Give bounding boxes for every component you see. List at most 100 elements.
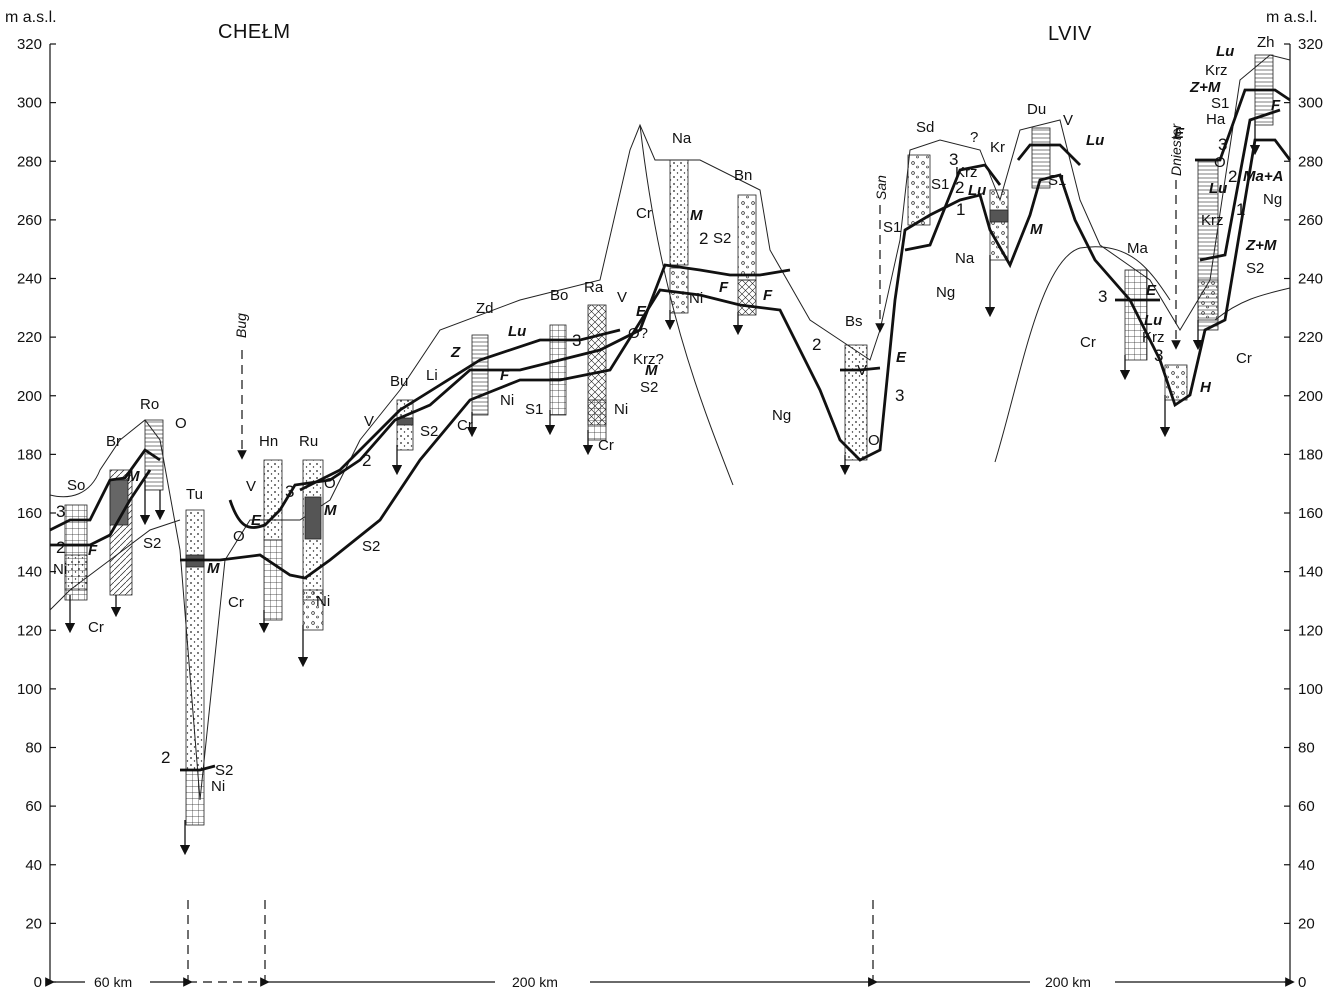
left-tick-label: 100: [17, 681, 42, 698]
site-zh: Zh: [1257, 34, 1275, 51]
unit-v: V: [246, 478, 256, 495]
river-bug: Bug: [233, 313, 249, 338]
unit-s2: S2: [420, 423, 438, 440]
unit-s1: S1: [883, 219, 901, 236]
unit-f: F: [1271, 97, 1281, 114]
right-tick-label: 60: [1298, 798, 1315, 815]
unit-krzq: Krz?: [633, 351, 664, 368]
unit-m: M: [324, 502, 337, 519]
left-tick-label: 240: [17, 271, 42, 288]
left-tick-label: 260: [17, 212, 42, 229]
unit-m: M: [1030, 221, 1043, 238]
site-kr: Kr: [990, 139, 1005, 156]
right-tick-label: 180: [1298, 446, 1323, 463]
distance-label-200km-a: 200 km: [512, 974, 558, 990]
level-3: 3: [572, 331, 581, 350]
unit-s2: S2: [143, 535, 161, 552]
left-tick-label: 280: [17, 153, 42, 170]
bold-boundaries: [49, 88, 1292, 772]
unit-ni: Ni: [500, 392, 514, 409]
unit-question: ?: [970, 129, 978, 146]
right-tick-label: 80: [1298, 740, 1315, 757]
unit-zm: Z+M: [1189, 79, 1221, 96]
unit-krz: Krz: [955, 164, 978, 181]
right-tick-label: 0: [1298, 974, 1306, 991]
site-ra: Ra: [584, 279, 604, 296]
unit-s1: S1: [1048, 172, 1066, 189]
site-li: Li: [426, 367, 438, 384]
unit-zm: Z+M: [1245, 237, 1277, 254]
unit-cr: Cr: [1236, 350, 1252, 367]
unit-krz: Krz: [1142, 329, 1165, 346]
left-axis-title: m a.s.l.: [5, 9, 57, 26]
unit-m: M: [645, 362, 658, 379]
site-na-1: Na: [672, 130, 692, 147]
site-ru: Ru: [299, 433, 318, 450]
unit-e: E: [896, 349, 907, 366]
unit-s2: S2: [362, 538, 380, 555]
unit-cr: Cr: [457, 417, 473, 434]
unit-m: M: [207, 560, 220, 577]
unit-m: M: [127, 468, 140, 485]
unit-cr: Cr: [1080, 334, 1096, 351]
unit-s2: S2: [713, 230, 731, 247]
unit-m: M: [690, 207, 703, 224]
right-tick-label: 120: [1298, 622, 1323, 639]
unit-o: O: [324, 475, 336, 492]
right-tick-label: 200: [1298, 388, 1323, 405]
site-bu: Bu: [390, 373, 408, 390]
unit-ng: Ng: [1263, 191, 1282, 208]
unit-lu: Lu: [508, 323, 526, 340]
level-3: 3: [1218, 135, 1227, 154]
unit-f: F: [719, 279, 729, 296]
unit-lu: Lu: [1216, 43, 1234, 60]
unit-s2: S2: [1246, 260, 1264, 277]
borehole-arrows: [64, 120, 1261, 856]
left-tick-label: 180: [17, 446, 42, 463]
unit-s1: S1: [931, 176, 949, 193]
level-1: 1: [1236, 200, 1245, 219]
level-2: 2: [161, 748, 170, 767]
unit-cr: Cr: [228, 594, 244, 611]
site-ro: Ro: [140, 396, 159, 413]
left-tick-label: 20: [25, 915, 42, 932]
site-hn: Hn: [259, 433, 278, 450]
left-tick-label: 60: [25, 798, 42, 815]
right-axis-title: m a.s.l.: [1266, 9, 1318, 26]
unit-z: Z: [450, 344, 461, 361]
unit-v: V: [364, 413, 374, 430]
level-2: 2: [1228, 167, 1237, 186]
unit-s2: S2: [640, 379, 658, 396]
unit-ni: Ni: [316, 593, 330, 610]
unit-lu: Lu: [968, 182, 986, 199]
unit-krz: Krz: [1201, 212, 1224, 229]
distance-label-60km: 60 km: [94, 974, 132, 990]
unit-cr: Cr: [598, 437, 614, 454]
unit-ni: Ni: [614, 401, 628, 418]
unit-oq: O?: [628, 325, 648, 342]
section-columns: [64, 54, 1274, 826]
left-tick-label: 300: [17, 95, 42, 112]
left-tick-label: 80: [25, 740, 42, 757]
site-ha: Ha: [1206, 111, 1226, 128]
left-tick-label: 40: [25, 857, 42, 874]
right-tick-label: 260: [1298, 212, 1323, 229]
site-du: Du: [1027, 101, 1046, 118]
left-tick-label: 160: [17, 505, 42, 522]
right-tick-label: 40: [1298, 857, 1315, 874]
site-so: So: [67, 477, 85, 494]
left-tick-label: 120: [17, 622, 42, 639]
level-numbers: 3 2 2 3 2 3 2 2 3 3 2 1 3 3 3 2 1: [56, 135, 1245, 767]
river-dniester: Dniester: [1168, 123, 1184, 176]
site-bo: Bo: [550, 287, 568, 304]
river-san: San: [873, 175, 889, 200]
level-3: 3: [895, 386, 904, 405]
unit-o: O: [1214, 154, 1226, 171]
unit-lu: Lu: [1144, 312, 1162, 329]
unit-o: O: [868, 432, 880, 449]
unit-ni: Ni: [53, 561, 67, 578]
unit-s1: S1: [525, 401, 543, 418]
right-tick-label: 320: [1298, 36, 1323, 53]
level-3: 3: [56, 502, 65, 521]
